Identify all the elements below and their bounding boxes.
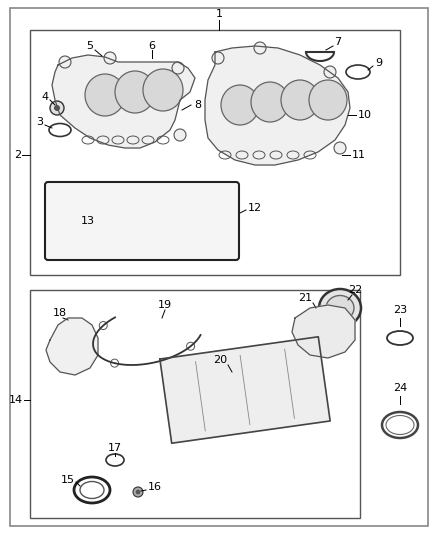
Circle shape [104,52,116,64]
Polygon shape [205,46,350,165]
Text: 19: 19 [158,300,172,310]
Circle shape [133,487,143,497]
Text: 11: 11 [352,150,366,160]
Polygon shape [160,337,330,443]
Ellipse shape [221,85,259,125]
Ellipse shape [85,74,125,116]
Text: 20: 20 [213,355,227,365]
Circle shape [324,66,336,78]
FancyBboxPatch shape [45,182,239,260]
Circle shape [212,52,224,64]
Text: 6: 6 [148,41,155,51]
Ellipse shape [326,295,354,320]
Ellipse shape [319,289,361,327]
Text: 5: 5 [86,41,93,51]
Ellipse shape [135,213,161,229]
Circle shape [174,129,186,141]
Text: 10: 10 [358,110,372,120]
Ellipse shape [75,213,101,229]
Text: 3: 3 [36,117,43,127]
Bar [30,290,360,518]
Polygon shape [52,55,195,148]
Ellipse shape [309,80,347,120]
Ellipse shape [281,80,319,120]
Ellipse shape [251,82,289,122]
Text: 22: 22 [348,285,362,295]
Text: 23: 23 [393,305,407,315]
Circle shape [59,56,71,68]
Circle shape [254,42,266,54]
Text: 13: 13 [81,216,95,226]
Circle shape [50,101,64,115]
Text: 8: 8 [194,100,201,110]
Text: 18: 18 [53,308,67,318]
Ellipse shape [115,71,155,113]
Text: 17: 17 [108,443,122,453]
Text: 4: 4 [42,92,49,102]
Text: 24: 24 [393,383,407,393]
Bar [30,30,400,275]
Ellipse shape [165,213,191,229]
Text: 9: 9 [375,58,382,68]
Text: 16: 16 [148,482,162,492]
Text: 15: 15 [61,475,75,485]
Circle shape [172,62,184,74]
Polygon shape [292,305,355,358]
Circle shape [334,142,346,154]
Text: 7: 7 [335,37,342,47]
Text: 1: 1 [215,9,223,19]
Text: 2: 2 [14,150,21,160]
Text: 12: 12 [248,203,262,213]
Circle shape [54,106,60,110]
Text: 14: 14 [9,395,23,405]
Ellipse shape [143,69,183,111]
Ellipse shape [105,213,131,229]
Polygon shape [46,318,98,375]
Text: 21: 21 [298,293,312,303]
Circle shape [136,490,140,494]
Ellipse shape [195,213,221,229]
